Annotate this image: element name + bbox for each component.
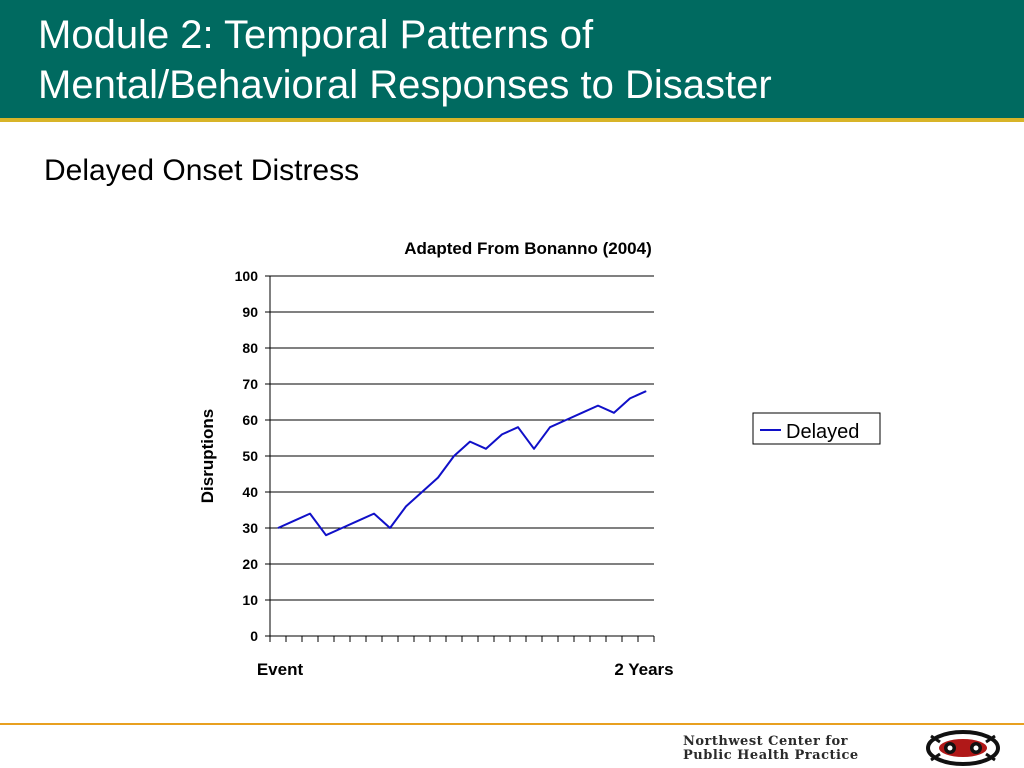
data-point-14 <box>501 433 503 435</box>
data-point-0 <box>277 527 279 529</box>
slide-title-line-1: Module 2: Temporal Patterns of <box>38 13 594 57</box>
data-point-11 <box>453 455 455 457</box>
data-point-5 <box>357 520 359 522</box>
y-tick-label-30: 30 <box>242 520 258 536</box>
series-points-delayed <box>277 390 647 536</box>
data-point-8 <box>405 505 407 507</box>
legend-box <box>752 412 881 445</box>
slide-subtitle: Delayed Onset Distress <box>44 154 360 187</box>
org-name-line-1: Northwest Center for <box>683 734 849 749</box>
chart-title: Adapted From Bonanno (2004) <box>404 239 651 258</box>
data-point-9 <box>421 491 423 493</box>
y-axis-label: Disruptions <box>198 409 217 503</box>
data-point-20 <box>597 405 599 407</box>
footer-divider <box>0 723 1024 725</box>
title-banner <box>0 0 1024 118</box>
data-point-3 <box>325 534 327 536</box>
data-point-16 <box>533 448 535 450</box>
gridlines <box>265 275 654 637</box>
y-tick-label-40: 40 <box>242 484 258 500</box>
data-point-10 <box>437 477 439 479</box>
line-chart: Adapted From Bonanno (2004) 0 10 20 30 40 50 6… <box>198 239 881 679</box>
data-point-7 <box>389 527 391 529</box>
y-tick-label-50: 50 <box>242 448 258 464</box>
series-line-delayed <box>277 390 647 537</box>
y-tick-label-70: 70 <box>242 376 258 392</box>
x-axis-start-label: Event <box>257 660 304 679</box>
org-name-line-2: Public Health Practice <box>683 748 859 763</box>
y-tick-label-10: 10 <box>242 592 258 608</box>
x-axis-tick-marks <box>269 636 655 642</box>
org-logo-text: Northwest Center for Public Health Pract… <box>683 735 918 763</box>
legend: Delayed <box>752 412 881 445</box>
data-point-15 <box>517 426 519 428</box>
y-tick-label-20: 20 <box>242 556 258 572</box>
data-point-21 <box>613 412 615 414</box>
data-point-22 <box>629 397 631 399</box>
legend-label-delayed: Delayed <box>786 421 859 443</box>
data-point-13 <box>485 448 487 450</box>
data-point-4 <box>341 527 343 529</box>
data-point-23 <box>645 390 647 392</box>
data-point-1 <box>293 520 295 522</box>
data-point-18 <box>565 419 567 421</box>
data-point-2 <box>309 513 311 515</box>
y-tick-label-80: 80 <box>242 340 258 356</box>
y-tick-label-100: 100 <box>235 268 259 284</box>
title-banner-accent <box>0 118 1024 122</box>
y-axis-tick-labels: 0 10 20 30 40 50 60 70 80 90 100 <box>235 268 259 644</box>
slide-title-line-2: Mental/Behavioral Responses to Disaster <box>38 63 772 107</box>
y-tick-label-90: 90 <box>242 304 258 320</box>
x-axis-end-label: 2 Years <box>614 660 673 679</box>
data-point-6 <box>373 513 375 515</box>
data-point-19 <box>581 412 583 414</box>
slide-title: Module 2: Temporal Patterns of Mental/Be… <box>38 10 998 110</box>
salmon-emblem-icon <box>926 730 1000 766</box>
data-point-12 <box>469 441 471 443</box>
y-tick-label-0: 0 <box>250 628 258 644</box>
data-point-17 <box>549 426 551 428</box>
y-tick-label-60: 60 <box>242 412 258 428</box>
